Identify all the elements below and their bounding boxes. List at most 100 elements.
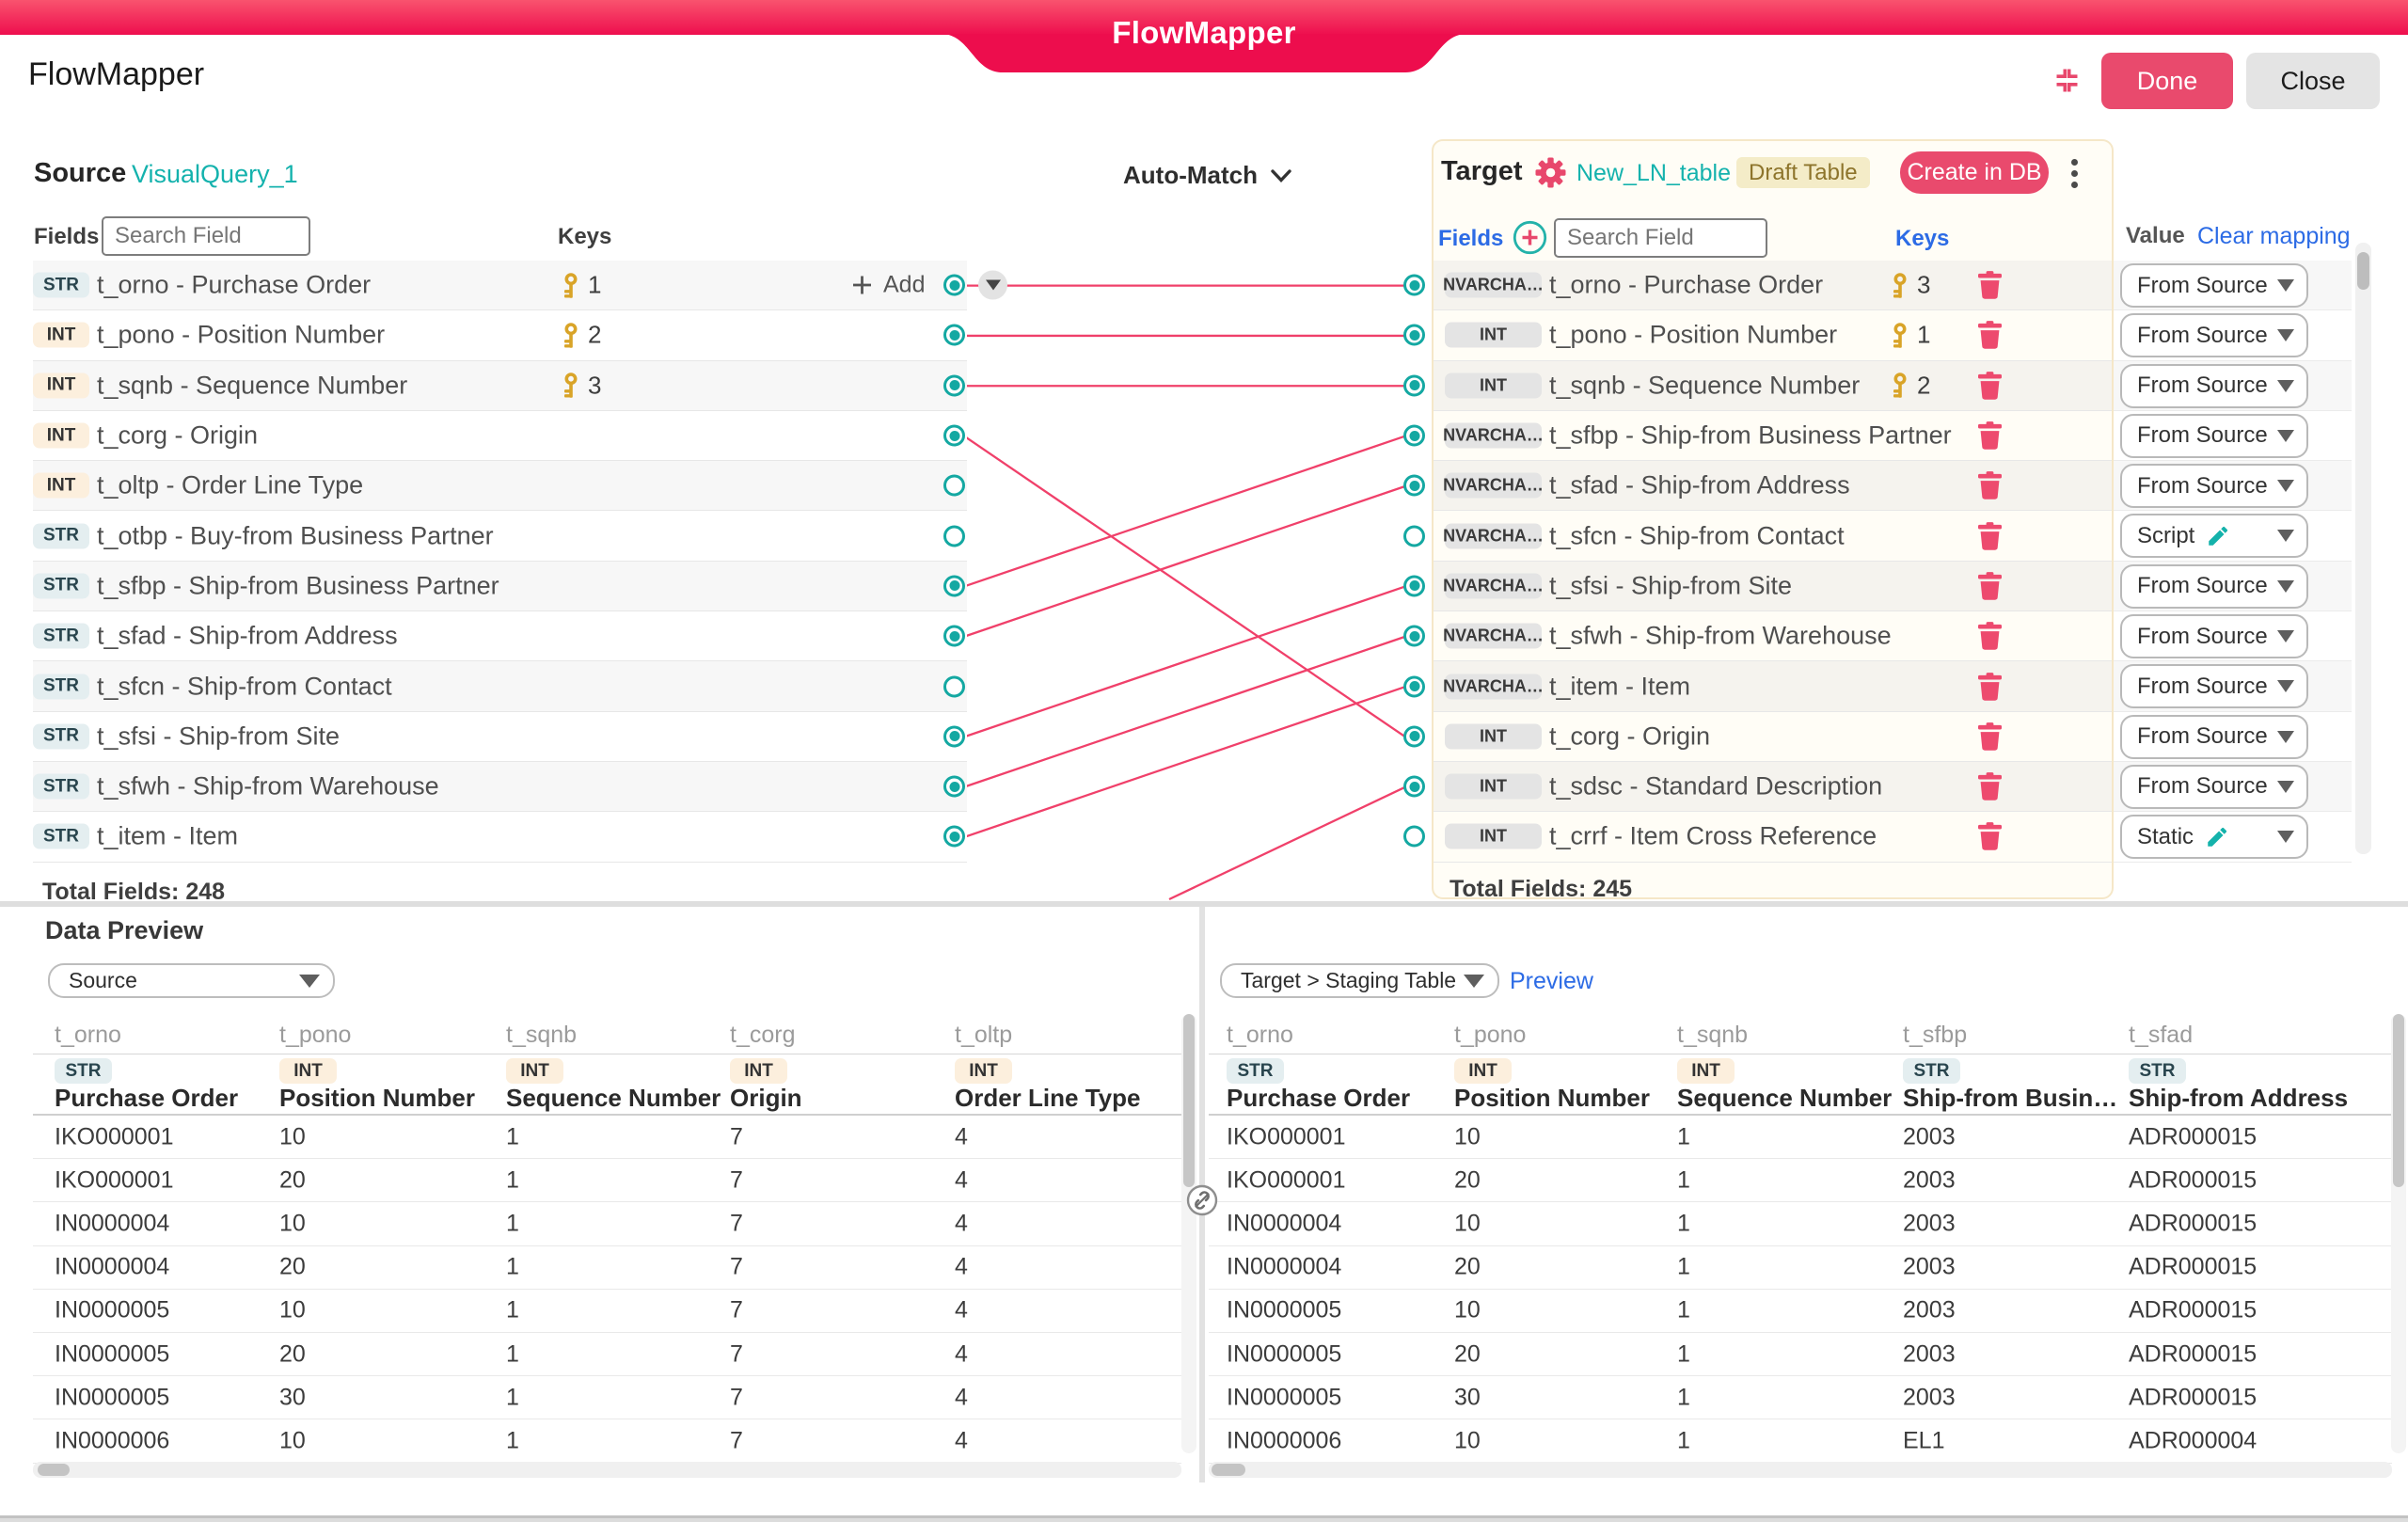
value-row: From Source <box>2114 461 2352 512</box>
create-in-db-button[interactable]: Create in DB <box>1900 151 2049 194</box>
delete-field-icon[interactable] <box>1977 721 2003 751</box>
target-field-row[interactable]: NVARCHA… t_sfbp - Ship-from Business Part… <box>1403 411 2112 462</box>
delete-field-icon[interactable] <box>1977 321 2003 350</box>
target-field-row[interactable]: NVARCHA… t_sfad - Ship-from Address <box>1403 461 2112 512</box>
target-connector-radio[interactable] <box>1403 675 1425 698</box>
target-field-row[interactable]: NVARCHA… t_sfsi - Ship-from Site <box>1403 561 2112 612</box>
source-query-link[interactable]: VisualQuery_1 <box>132 160 298 188</box>
delete-field-icon[interactable] <box>1977 571 2003 600</box>
target-field-row[interactable]: INT t_corg - Origin <box>1403 712 2112 762</box>
value-select[interactable]: From Source <box>2120 563 2308 609</box>
clear-mapping-link[interactable]: Clear mapping <box>2197 223 2351 249</box>
target-connector-radio[interactable] <box>1403 274 1425 296</box>
source-search-input[interactable] <box>102 216 310 256</box>
value-select[interactable]: From Source <box>2120 664 2308 709</box>
source-connector-radio[interactable] <box>943 274 965 296</box>
pencil-icon[interactable] <box>2206 524 2230 548</box>
unlink-panes-icon[interactable] <box>1186 1184 1218 1216</box>
source-connector-radio[interactable] <box>943 725 965 748</box>
done-button[interactable]: Done <box>2101 53 2233 109</box>
value-select[interactable]: From Source <box>2120 313 2308 358</box>
add-mapping-button[interactable]: Add <box>851 272 925 299</box>
target-connector-radio[interactable] <box>1403 825 1425 848</box>
source-connector-radio[interactable] <box>943 525 965 547</box>
compress-icon[interactable] <box>2055 68 2079 93</box>
value-select[interactable]: From Source <box>2120 764 2308 809</box>
pencil-icon[interactable] <box>2205 825 2229 849</box>
target-connector-radio[interactable] <box>1403 725 1425 748</box>
target-connector-radio[interactable] <box>1403 575 1425 597</box>
source-connector-radio[interactable] <box>943 324 965 346</box>
gear-icon[interactable] <box>1534 156 1567 189</box>
add-field-icon[interactable] <box>1513 220 1547 255</box>
target-connector-radio[interactable] <box>1403 324 1425 346</box>
delete-field-icon[interactable] <box>1977 521 2003 550</box>
source-field-row[interactable]: INT t_pono - Position Number 2 <box>33 310 967 361</box>
source-connector-radio[interactable] <box>943 625 965 647</box>
connection-menu-button[interactable] <box>978 270 1007 300</box>
source-connector-radio[interactable] <box>943 775 965 798</box>
delete-field-icon[interactable] <box>1977 371 2003 400</box>
target-field-row[interactable]: INT t_sdsc - Standard Description <box>1403 761 2112 813</box>
target-field-row[interactable]: NVARCHA… t_item - Item <box>1403 661 2112 712</box>
target-connector-radio[interactable] <box>1403 775 1425 798</box>
source-field-row[interactable]: STR t_otbp - Buy-from Business Partner <box>33 511 967 562</box>
delete-field-icon[interactable] <box>1977 471 2003 500</box>
target-field-row[interactable]: NVARCHA… t_sfwh - Ship-from Warehouse <box>1403 611 2112 662</box>
value-select[interactable]: From Source <box>2120 614 2308 659</box>
source-connector-radio[interactable] <box>943 374 965 397</box>
mapping-scrollbar-thumb[interactable] <box>2357 252 2369 290</box>
value-select[interactable]: From Source <box>2120 413 2308 458</box>
target-field-row[interactable]: INT t_pono - Position Number 1 <box>1403 310 2112 361</box>
target-search-input[interactable] <box>1554 218 1767 258</box>
target-field-row[interactable]: NVARCHA… t_sfcn - Ship-from Contact <box>1403 511 2112 562</box>
target-connector-radio[interactable] <box>1403 424 1425 447</box>
preview-right-vscrollbar-thumb[interactable] <box>2393 1014 2404 1187</box>
target-connector-radio[interactable] <box>1403 525 1425 547</box>
preview-data-cell: 4 <box>955 1427 968 1454</box>
source-connector-radio[interactable] <box>943 575 965 597</box>
source-field-row[interactable]: STR t_sfwh - Ship-from Warehouse <box>33 761 967 813</box>
delete-field-icon[interactable] <box>1977 672 2003 701</box>
delete-field-icon[interactable] <box>1977 622 2003 651</box>
source-field-row[interactable]: STR t_orno - Purchase Order 1 Add <box>33 261 1007 311</box>
source-field-row[interactable]: STR t_sfbp - Ship-from Business Partner <box>33 561 967 612</box>
value-select[interactable]: From Source <box>2120 714 2308 759</box>
value-select[interactable]: From Source <box>2120 464 2308 509</box>
target-field-row[interactable]: INT t_sqnb - Sequence Number 2 <box>1403 360 2112 411</box>
target-connector-radio[interactable] <box>1403 474 1425 497</box>
delete-field-icon[interactable] <box>1977 271 2003 300</box>
close-button[interactable]: Close <box>2246 53 2380 109</box>
source-field-row[interactable]: INT t_oltp - Order Line Type <box>33 461 967 512</box>
target-field-row[interactable]: INT t_crrf - Item Cross Reference <box>1403 812 2112 863</box>
value-select[interactable]: Static <box>2120 815 2308 860</box>
delete-field-icon[interactable] <box>1977 772 2003 801</box>
source-field-row[interactable]: STR t_item - Item <box>33 812 967 863</box>
value-select[interactable]: Script <box>2120 514 2308 559</box>
auto-match-dropdown[interactable]: Auto-Match <box>1123 161 1291 190</box>
preview-link[interactable]: Preview <box>1510 968 1593 994</box>
preview-left-hscrollbar-thumb[interactable] <box>38 1464 70 1476</box>
source-connector-radio[interactable] <box>943 675 965 698</box>
value-select[interactable]: From Source <box>2120 363 2308 408</box>
value-select[interactable]: From Source <box>2120 263 2308 308</box>
source-field-row[interactable]: STR t_sfsi - Ship-from Site <box>33 711 967 762</box>
source-field-row[interactable]: STR t_sfad - Ship-from Address <box>33 611 967 662</box>
target-field-row[interactable]: NVARCHA… t_orno - Purchase Order 3 <box>1403 261 2112 311</box>
target-connector-radio[interactable] <box>1403 374 1425 397</box>
delete-field-icon[interactable] <box>1977 421 2003 451</box>
preview-left-vscrollbar-thumb[interactable] <box>1183 1014 1195 1187</box>
kebab-menu-icon[interactable] <box>2062 154 2086 192</box>
source-field-row[interactable]: INT t_sqnb - Sequence Number 3 <box>33 360 967 411</box>
target-connector-radio[interactable] <box>1403 625 1425 647</box>
preview-source-selector[interactable]: Source <box>48 963 335 998</box>
preview-target-selector[interactable]: Target > Staging Table <box>1220 963 1499 998</box>
preview-right-hscrollbar-thumb[interactable] <box>1212 1464 1245 1476</box>
source-connector-radio[interactable] <box>943 474 965 497</box>
delete-field-icon[interactable] <box>1977 822 2003 851</box>
source-field-row[interactable]: INT t_corg - Origin <box>33 410 967 462</box>
target-table-link[interactable]: New_LN_table <box>1576 160 1731 186</box>
source-field-row[interactable]: STR t_sfcn - Ship-from Contact <box>33 661 967 712</box>
source-connector-radio[interactable] <box>943 825 965 848</box>
source-connector-radio[interactable] <box>943 424 965 447</box>
